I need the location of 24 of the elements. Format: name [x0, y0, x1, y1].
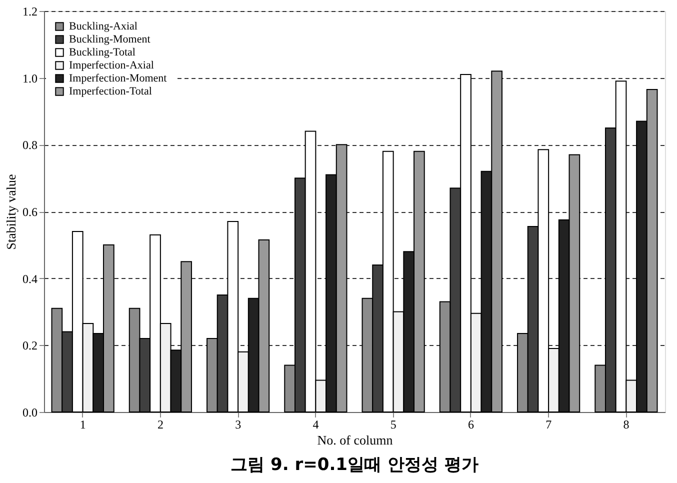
y-tick-label: 0.2 [22, 338, 38, 353]
x-tick-label: 1 [80, 418, 86, 432]
legend-label: Imperfection-Total [69, 86, 152, 98]
x-tick-label: 2 [157, 418, 164, 432]
x-tick-label: 4 [312, 418, 319, 432]
y-tick-label: 0.4 [22, 272, 38, 286]
x-tick-label: 5 [390, 418, 396, 432]
legend-label: Imperfection-Axial [69, 60, 154, 72]
y-tick-label: 1.2 [22, 4, 38, 18]
y-tick-label: 0.0 [22, 406, 38, 420]
legend-label: Imperfection-Moment [69, 72, 167, 84]
x-tick-label: 8 [623, 418, 630, 432]
x-tick-label: 6 [468, 418, 474, 432]
legend-label: Buckling-Total [69, 46, 136, 58]
legend-label: Buckling-Moment [69, 34, 150, 46]
x-tick-label: 7 [546, 418, 552, 432]
caption: 그림 9. r=0.1일때 안정성 평가 [230, 455, 478, 475]
legend-label: Buckling-Axial [69, 20, 138, 32]
y-tick-label: 0.8 [22, 138, 38, 152]
x-tick-label: 3 [235, 418, 242, 432]
y-tick-label: 0.6 [22, 205, 38, 219]
y-tick-label: 1.0 [22, 71, 38, 86]
y-axis-title: Stability value [4, 174, 18, 250]
x-axis-title: No. of column [317, 432, 394, 448]
